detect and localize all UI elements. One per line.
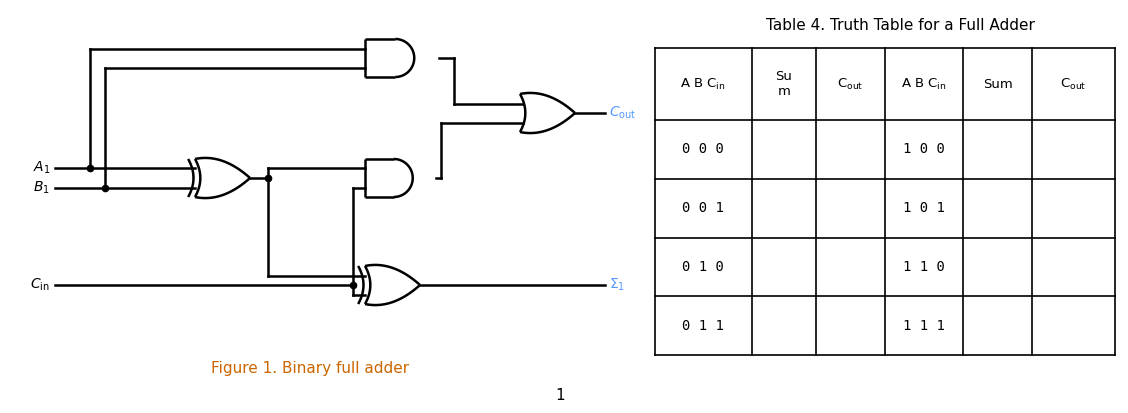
Text: A B C$_{\rm in}$: A B C$_{\rm in}$ (680, 76, 726, 92)
Text: A B C$_{\rm in}$: A B C$_{\rm in}$ (901, 76, 946, 92)
Text: 1 0 1: 1 0 1 (904, 201, 945, 215)
Text: C$_{\rm out}$: C$_{\rm out}$ (1060, 76, 1086, 92)
Text: 0 1 1: 0 1 1 (682, 318, 724, 332)
Text: Su
m: Su m (775, 70, 792, 98)
Text: 0 1 0: 0 1 0 (682, 260, 724, 274)
Text: 1 1 0: 1 1 0 (904, 260, 945, 274)
Text: $A_1$: $A_1$ (33, 160, 50, 176)
Text: $C_\mathrm{out}$: $C_\mathrm{out}$ (609, 105, 636, 121)
Text: 1 0 0: 1 0 0 (904, 142, 945, 157)
Text: 1: 1 (555, 387, 565, 403)
Text: 0 0 0: 0 0 0 (682, 142, 724, 157)
Text: Figure 1. Binary full adder: Figure 1. Binary full adder (211, 361, 409, 375)
Text: $B_1$: $B_1$ (33, 180, 50, 196)
Text: C$_{\rm out}$: C$_{\rm out}$ (837, 76, 864, 92)
Text: Sum: Sum (982, 78, 1013, 90)
Text: Table 4. Truth Table for a Full Adder: Table 4. Truth Table for a Full Adder (766, 17, 1034, 33)
Text: $\Sigma_1$: $\Sigma_1$ (609, 277, 625, 293)
Text: 0 0 1: 0 0 1 (682, 201, 724, 215)
Text: $C_\mathrm{in}$: $C_\mathrm{in}$ (30, 277, 50, 293)
Text: 1 1 1: 1 1 1 (904, 318, 945, 332)
